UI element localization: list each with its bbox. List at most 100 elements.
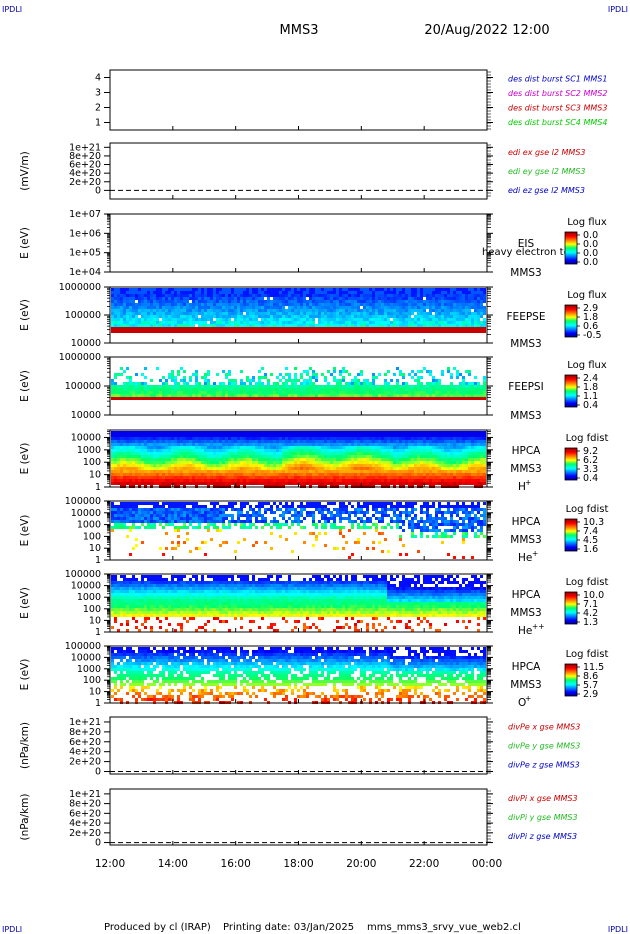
y-axis-label: E (eV) xyxy=(19,659,31,691)
colorbar-title: Log fdist xyxy=(566,577,609,588)
colorbar xyxy=(564,663,578,697)
panels: 4 3 2 1 des dist burst SC1 MMS1 des dist burs… xyxy=(19,69,609,849)
panel-1: 4 3 2 1 des dist burst SC1 MMS1 des dist burs… xyxy=(95,69,607,131)
ytick-label: 1 xyxy=(95,627,101,638)
ytick-label: 8e+20 xyxy=(69,727,101,738)
colorbar-label: 7.4 xyxy=(583,526,598,537)
ytick-label: 10000 xyxy=(71,508,101,519)
ytick-label: 10000 xyxy=(71,338,101,349)
colorbar-label: 10.3 xyxy=(583,517,604,528)
corner-label-top-right: IPDLI xyxy=(608,5,628,14)
panel-4: 1000000 100000 10000 E (eV) FEEPSE MMS3 Log fl… xyxy=(19,282,607,350)
colorbar-label: 0.4 xyxy=(583,473,598,484)
ytick-label: 100000 xyxy=(65,641,101,652)
ytick-label: 4 xyxy=(95,73,101,84)
ytick-label: 1000000 xyxy=(59,282,101,293)
colorbar xyxy=(564,231,578,265)
spectrogram-8 xyxy=(111,575,486,632)
ytick-label: 1e+21 xyxy=(69,717,101,728)
ytick-label: 4e+20 xyxy=(69,168,101,179)
panel-frame-3 xyxy=(109,213,488,273)
ytick-label: 1 xyxy=(95,118,101,129)
colorbar-label: 9.2 xyxy=(583,446,598,457)
ytick-label: 1e+21 xyxy=(69,142,101,153)
colorbar-label: 1.8 xyxy=(583,382,598,393)
colorbar-label: 0.4 xyxy=(583,400,598,411)
header-datetime: 20/Aug/2022 12:00 xyxy=(424,23,549,38)
corner-label-bottom-right: IPDLI xyxy=(608,925,628,934)
footer-producer: Produced by cl (IRAP) xyxy=(104,922,211,933)
ytick-label: 10000 xyxy=(71,432,101,443)
ytick-label: 100000 xyxy=(65,381,101,392)
colorbar-label: 11.5 xyxy=(583,662,604,673)
ytick-label: 1 xyxy=(95,555,101,566)
colorbar-title: Log fdist xyxy=(566,649,609,660)
spectrogram-5 xyxy=(111,367,486,400)
colorbar-label: 1.1 xyxy=(583,391,598,402)
ytick-label: 100 xyxy=(83,457,101,468)
footer-printing: Printing date: 03/Jan/2025 xyxy=(223,922,354,933)
ytick-label: 1e+05 xyxy=(69,248,101,259)
ytick-label: 0 xyxy=(95,185,101,196)
colorbar-label: 2.9 xyxy=(583,689,598,700)
colorbar-label: 0.6 xyxy=(583,321,598,332)
legend-entry: divPe y gse MMS3 xyxy=(508,742,580,751)
y-axis-label: E (eV) xyxy=(19,227,31,259)
ytick-label: 100000 xyxy=(65,496,101,507)
ytick-label: 1e+21 xyxy=(69,789,101,800)
colorbar-label: -0.5 xyxy=(583,330,602,341)
instrument-label: HPCA xyxy=(512,516,542,528)
spacecraft-label: MMS3 xyxy=(510,534,541,546)
legend-entry: des dist burst SC4 MMS4 xyxy=(508,118,607,127)
spectrogram-6 xyxy=(111,431,486,488)
legend-entry: edi ex gse l2 MMS3 xyxy=(508,148,586,157)
y-axis-label: E (eV) xyxy=(19,370,31,402)
y-axis-label: (nPa/km) xyxy=(19,794,31,841)
y-axis-label: E (eV) xyxy=(19,443,31,475)
colorbar xyxy=(564,304,578,338)
spacecraft-label: MMS3 xyxy=(510,267,541,279)
colorbar xyxy=(564,447,578,481)
y-axis-label: E (eV) xyxy=(19,299,31,331)
instrument-label: FEEPSI xyxy=(508,381,543,393)
spectrogram-4 xyxy=(111,288,486,333)
colorbar-label: 4.5 xyxy=(583,535,598,546)
instrument-label: FEEPSE xyxy=(507,311,546,323)
ytick-label: 100 xyxy=(83,604,101,615)
colorbar-label: 10.0 xyxy=(583,590,604,601)
ytick-label: 10 xyxy=(89,543,101,554)
colorbar-title: Log flux xyxy=(567,360,607,371)
ytick-label: 6e+20 xyxy=(69,737,101,748)
species-charge: + xyxy=(532,549,538,558)
ytick-label: 1 xyxy=(95,698,101,709)
y-axis-label: E (eV) xyxy=(19,515,31,547)
y-axis-label: (mV/m) xyxy=(19,151,31,190)
xtick-label: 12:00 xyxy=(95,858,125,870)
ytick-label: 1e+06 xyxy=(69,228,101,239)
spacecraft-label: MMS3 xyxy=(510,410,541,422)
colorbar-title: Log flux xyxy=(567,290,607,301)
colorbar-label: 4.2 xyxy=(583,608,598,619)
species-label: He xyxy=(518,552,532,564)
xtick-label: 22:00 xyxy=(409,858,439,870)
colorbar-label: 6.2 xyxy=(583,455,598,466)
ytick-label: 6e+20 xyxy=(69,808,101,819)
spectrogram-7 xyxy=(111,502,486,559)
ytick-label: 1e+04 xyxy=(69,267,101,278)
ytick-label: 1e+07 xyxy=(69,209,101,220)
corner-label-bottom-left: IPDLI xyxy=(2,925,22,934)
spacecraft-label: MMS3 xyxy=(510,463,541,475)
colorbar-label: 7.1 xyxy=(583,599,598,610)
instrument-label: EIS xyxy=(518,238,535,250)
colorbar xyxy=(564,374,578,408)
xtick-label: 20:00 xyxy=(346,858,376,870)
ytick-label: 6e+20 xyxy=(69,160,101,171)
ytick-label: 2e+20 xyxy=(69,828,101,839)
colorbar xyxy=(564,518,578,552)
panel-5: 1000000 100000 10000 E (eV) FEEPSI MMS3 Log fl… xyxy=(19,352,607,422)
ytick-label: 100000 xyxy=(65,569,101,580)
panel-frame-1 xyxy=(109,69,488,131)
